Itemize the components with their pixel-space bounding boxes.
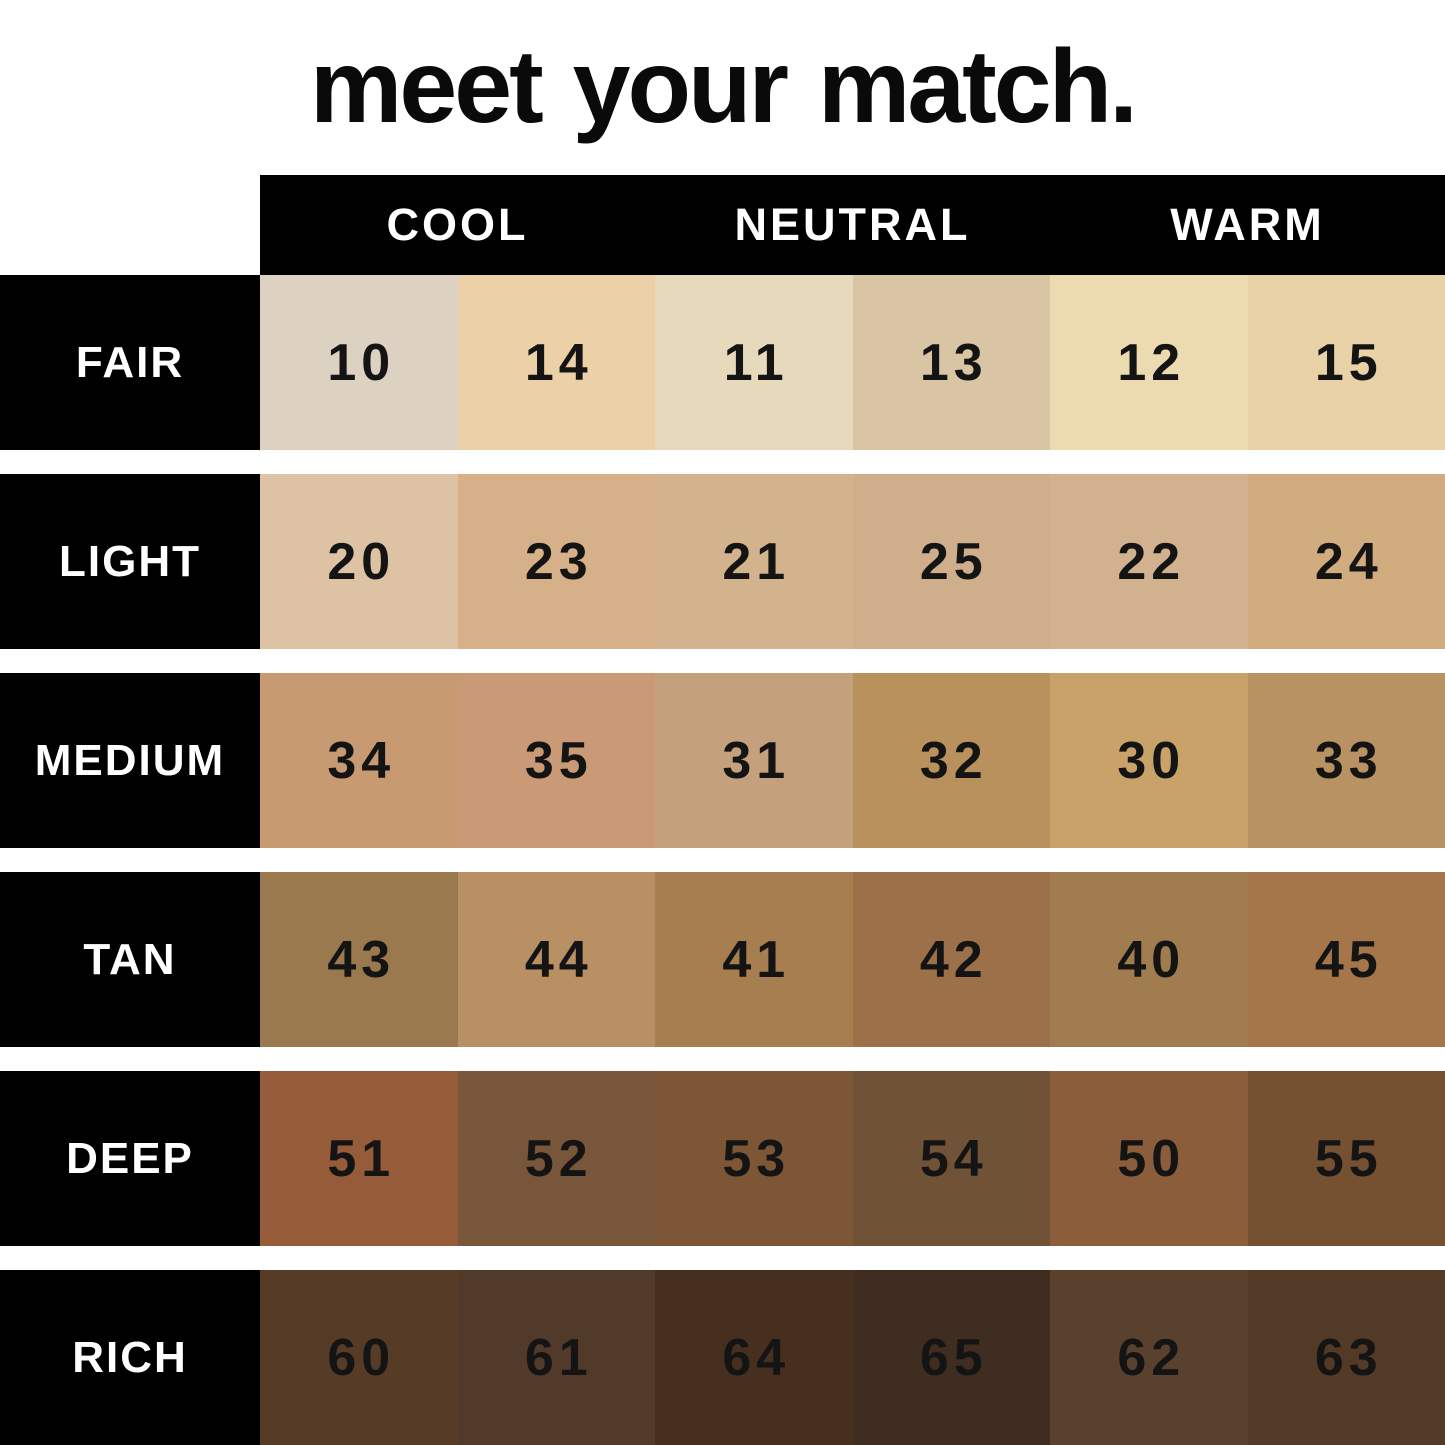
row-label-light: LIGHT — [0, 474, 260, 649]
shade-number: 12 — [1117, 333, 1186, 392]
shade-number: 43 — [327, 930, 396, 989]
shade-number: 40 — [1117, 930, 1186, 989]
swatch-shade-65: 65 — [852, 1270, 1050, 1445]
swatch-shade-42: 42 — [852, 872, 1050, 1047]
shade-row-fair: FAIR 10 14 11 13 12 15 — [0, 275, 1445, 450]
shade-number: 23 — [524, 532, 593, 591]
row-label-tan: TAN — [0, 872, 260, 1047]
swatch-shade-21: 21 — [655, 474, 853, 649]
shade-row-light: LIGHT 20 23 21 25 22 24 — [0, 474, 1445, 649]
swatch-shade-60: 60 — [260, 1270, 458, 1445]
row-label-rich: RICH — [0, 1270, 260, 1445]
shade-number: 14 — [524, 333, 593, 392]
swatch-shade-13: 13 — [852, 275, 1050, 450]
shade-number: 20 — [327, 532, 396, 591]
shade-number: 45 — [1314, 930, 1383, 989]
row-label-deep: DEEP — [0, 1071, 260, 1246]
swatch-shade-41: 41 — [655, 872, 853, 1047]
shade-number: 55 — [1314, 1129, 1383, 1188]
shade-number: 44 — [524, 930, 593, 989]
swatch-shade-51: 51 — [260, 1071, 458, 1246]
swatch-shade-15: 15 — [1247, 275, 1445, 450]
shade-number: 30 — [1117, 731, 1186, 790]
undertone-header-row: COOL NEUTRAL WARM — [0, 175, 1445, 275]
swatch-shade-61: 61 — [457, 1270, 655, 1445]
swatch-shade-54: 54 — [852, 1071, 1050, 1246]
swatch-shade-20: 20 — [260, 474, 458, 649]
swatch-shade-50: 50 — [1050, 1071, 1248, 1246]
swatch-shade-45: 45 — [1247, 872, 1445, 1047]
undertone-header-bar: COOL NEUTRAL WARM — [260, 175, 1445, 275]
shade-number: 61 — [524, 1328, 593, 1387]
shade-number: 32 — [919, 731, 988, 790]
shade-number: 22 — [1117, 532, 1186, 591]
shade-number: 63 — [1314, 1328, 1383, 1387]
column-header-warm: WARM — [1170, 199, 1325, 250]
page-title: meet your match. — [309, 29, 1138, 145]
swatch-shade-35: 35 — [457, 673, 655, 848]
swatch-shade-22: 22 — [1050, 474, 1248, 649]
shade-number: 31 — [722, 731, 791, 790]
swatch-shade-32: 32 — [852, 673, 1050, 848]
shade-number: 11 — [723, 333, 789, 392]
column-header-cool: COOL — [386, 199, 529, 250]
swatch-shade-40: 40 — [1050, 872, 1248, 1047]
shade-number: 13 — [919, 333, 988, 392]
shade-number: 54 — [919, 1129, 988, 1188]
title-area: meet your match. — [0, 0, 1445, 175]
row-label-fair: FAIR — [0, 275, 260, 450]
shade-rows: FAIR 10 14 11 13 12 15 LIGHT 20 23 21 25 22 24 MEDIUM 3… — [0, 275, 1445, 1445]
shade-number: 62 — [1117, 1328, 1186, 1387]
shade-number: 65 — [919, 1328, 988, 1387]
shade-number: 21 — [722, 532, 791, 591]
swatch-shade-14: 14 — [457, 275, 655, 450]
swatch-shade-55: 55 — [1247, 1071, 1445, 1246]
shade-number: 41 — [722, 930, 791, 989]
swatch-shade-10: 10 — [260, 275, 458, 450]
row-label-medium: MEDIUM — [0, 673, 260, 848]
swatch-shade-33: 33 — [1247, 673, 1445, 848]
swatch-shade-62: 62 — [1050, 1270, 1248, 1445]
swatch-shade-52: 52 — [457, 1071, 655, 1246]
swatch-shade-43: 43 — [260, 872, 458, 1047]
shade-number: 51 — [327, 1129, 396, 1188]
shade-number: 10 — [327, 333, 396, 392]
swatch-shade-64: 64 — [655, 1270, 853, 1445]
shade-number: 34 — [327, 731, 396, 790]
shade-number: 64 — [722, 1328, 791, 1387]
shade-row-tan: TAN 43 44 41 42 40 45 — [0, 872, 1445, 1047]
swatch-shade-53: 53 — [655, 1071, 853, 1246]
shade-number: 60 — [327, 1328, 396, 1387]
swatch-shade-44: 44 — [457, 872, 655, 1047]
shade-number: 42 — [919, 930, 988, 989]
header-spacer — [0, 175, 260, 275]
swatch-shade-24: 24 — [1247, 474, 1445, 649]
swatch-shade-11: 11 — [655, 275, 853, 450]
swatch-shade-30: 30 — [1050, 673, 1248, 848]
shade-row-rich: RICH 60 61 64 65 62 63 — [0, 1270, 1445, 1445]
swatch-shade-25: 25 — [852, 474, 1050, 649]
shade-row-medium: MEDIUM 34 35 31 32 30 33 — [0, 673, 1445, 848]
shade-number: 52 — [524, 1129, 593, 1188]
swatch-shade-12: 12 — [1050, 275, 1248, 450]
column-header-neutral: NEUTRAL — [734, 199, 971, 250]
shade-row-deep: DEEP 51 52 53 54 50 55 — [0, 1071, 1445, 1246]
shade-number: 33 — [1314, 731, 1383, 790]
swatch-shade-31: 31 — [655, 673, 853, 848]
shade-number: 50 — [1117, 1129, 1186, 1188]
shade-number: 25 — [919, 532, 988, 591]
swatch-shade-63: 63 — [1247, 1270, 1445, 1445]
swatch-shade-34: 34 — [260, 673, 458, 848]
shade-number: 24 — [1314, 532, 1383, 591]
swatch-shade-23: 23 — [457, 474, 655, 649]
shade-number: 35 — [524, 731, 593, 790]
shade-number: 53 — [722, 1129, 791, 1188]
shade-number: 15 — [1314, 333, 1383, 392]
